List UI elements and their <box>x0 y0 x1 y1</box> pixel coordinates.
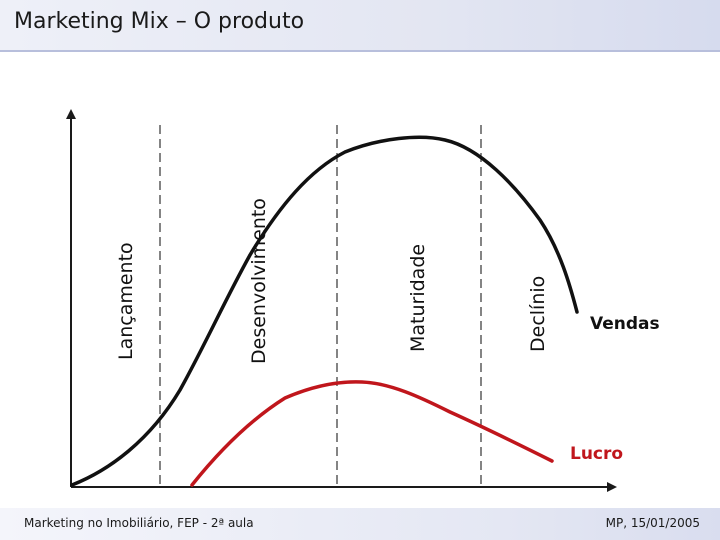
sales-curve <box>70 135 579 487</box>
footer-date: MP, 15/01/2005 <box>605 516 700 530</box>
header-band <box>0 0 720 52</box>
slide-title: Marketing Mix – O produto <box>14 9 305 34</box>
profit-label: Lucro <box>570 444 623 464</box>
stage-label-launch: Lançamento <box>115 242 137 360</box>
profit-curve <box>190 380 554 487</box>
sales-label: Vendas <box>590 314 660 334</box>
stage-label-growth: Desenvolvimento <box>248 198 270 364</box>
footer-course-info: Marketing no Imobiliário, FEP - 2ª aula <box>24 516 254 530</box>
header-divider <box>0 50 720 52</box>
stage-label-maturity: Maturidade <box>407 244 429 352</box>
footer-band <box>0 508 720 540</box>
stage-label-decline: Declínio <box>527 276 549 352</box>
